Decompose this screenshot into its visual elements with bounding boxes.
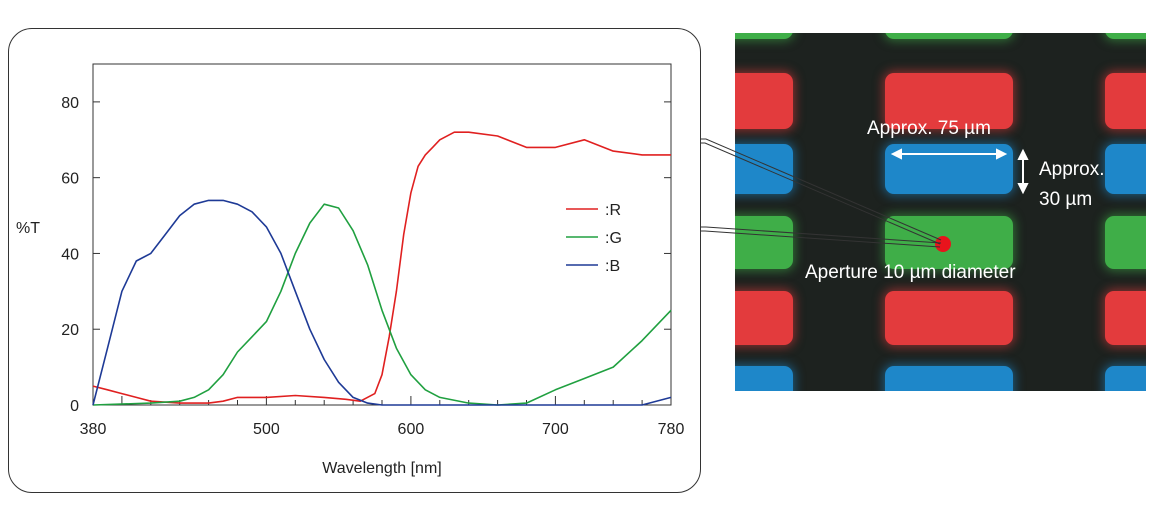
plot-frame xyxy=(92,63,672,406)
width-arrow xyxy=(890,148,1029,195)
width-label: Approx. 75 µm xyxy=(867,118,991,139)
subpixel-green xyxy=(885,33,1013,39)
legend-label: :B xyxy=(605,258,620,275)
x-tick-label: 780 xyxy=(658,421,685,438)
subpixel-green xyxy=(1105,216,1146,269)
subpixel-red xyxy=(735,291,793,345)
aperture-dot xyxy=(935,236,951,252)
pixel-micrograph: Approx. 75 µm Approx. 30 µm Aperture 10 … xyxy=(735,33,1146,391)
subpixel-blue xyxy=(885,366,1013,391)
y-tick-label: 60 xyxy=(61,171,79,188)
aperture-label: Aperture 10 µm diameter xyxy=(805,262,1016,283)
subpixel-red xyxy=(885,73,1013,129)
subpixel-red xyxy=(885,291,1013,345)
height-label-line2: 30 µm xyxy=(1039,189,1093,210)
series-line-b xyxy=(92,199,672,406)
chart-panel xyxy=(8,28,701,493)
y-tick-label: 40 xyxy=(61,246,79,263)
x-tick-label: 380 xyxy=(80,421,107,438)
y-tick-label: 20 xyxy=(61,322,79,339)
subpixel-green xyxy=(1105,33,1146,39)
series-line-r xyxy=(92,131,671,404)
series-line-g xyxy=(92,203,672,406)
subpixel-blue xyxy=(1105,366,1146,391)
subpixel-red xyxy=(1105,73,1146,129)
x-tick-label: 500 xyxy=(253,421,280,438)
subpixel-green xyxy=(735,33,793,39)
y-axis-title: %T xyxy=(16,220,40,237)
y-tick-label: 0 xyxy=(70,398,79,415)
height-label-line1: Approx. xyxy=(1039,159,1105,180)
subpixel-blue xyxy=(735,366,793,391)
x-axis-title: Wavelength [nm] xyxy=(322,460,441,477)
legend-label: :G xyxy=(605,230,622,247)
subpixel-red xyxy=(1105,291,1146,345)
y-tick-label: 80 xyxy=(61,95,79,112)
x-tick-label: 600 xyxy=(398,421,425,438)
subpixel-blue xyxy=(1105,144,1146,194)
x-tick-label: 700 xyxy=(542,421,569,438)
legend-label: :R xyxy=(605,202,621,219)
subpixel-red xyxy=(735,73,793,129)
transmittance-chart: 0 20 40 60 80 380 500 600 700 780 :R :G :B %T Wavel… xyxy=(16,63,685,477)
